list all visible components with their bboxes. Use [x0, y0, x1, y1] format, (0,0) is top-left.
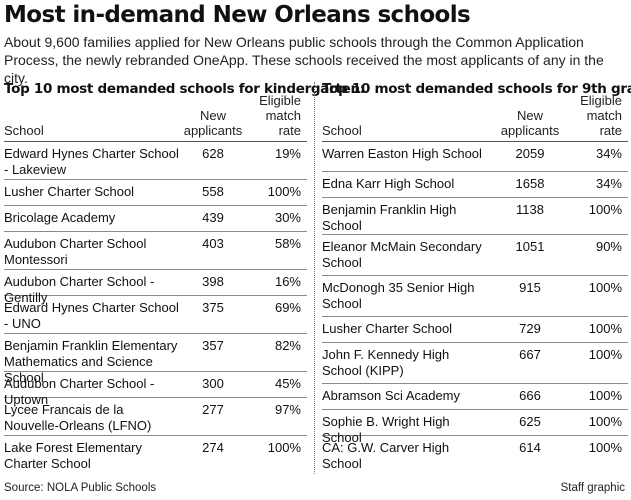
match-rate: 100% [588, 388, 622, 403]
match-rate: 16% [274, 274, 301, 289]
match-rate: 100% [588, 414, 622, 429]
column-school: School [322, 123, 362, 138]
school-name: Eleanor McMain Secondary School [322, 239, 482, 270]
table-row: CA: G.W. Carver High School 614 100% [322, 436, 628, 471]
applicant-count: 625 [519, 414, 541, 429]
table-row: Audubon Charter School - Gentilly 398 16% [4, 270, 307, 305]
school-name: Benjamin Franklin Elementary Mathematics… [4, 338, 178, 385]
table-row: Edward Hynes Charter School - UNO 375 69% [4, 296, 307, 334]
school-name: Abramson Sci Academy [322, 388, 461, 403]
match-rate: 19% [274, 146, 301, 161]
school-name: Sophie B. Wright High School [322, 414, 450, 445]
match-rate: 30% [274, 210, 301, 225]
school-name: Edna Karr High School [322, 176, 455, 191]
match-rate: 34% [595, 176, 622, 191]
credit-note: Staff graphic [560, 482, 625, 494]
column-applicants: New applicants [183, 108, 243, 138]
ninth-grade-panel: Top 10 most demanded schools for 9th gra… [322, 80, 631, 471]
table-row: Eleanor McMain Secondary School 1051 90% [322, 235, 628, 276]
school-name: Warren Easton High School [322, 146, 482, 161]
table-row: Abramson Sci Academy 666 100% [322, 384, 628, 410]
table-row: Audubon Charter School Montessori 403 58% [4, 232, 307, 270]
school-name: Audubon Charter School - Uptown [4, 376, 155, 407]
table-row: Edna Karr High School 1658 34% [322, 172, 628, 198]
applicant-count: 403 [202, 236, 224, 251]
column-match-rate: Eligible match rate [259, 93, 301, 138]
table-row: John F. Kennedy High School (KIPP) 667 100… [322, 343, 628, 384]
applicant-count: 667 [519, 347, 541, 362]
applicant-count: 398 [202, 274, 224, 289]
column-divider [314, 82, 315, 474]
match-rate: 82% [274, 338, 301, 353]
kindergarten-heading: Top 10 most demanded schools for kinderg… [4, 81, 365, 97]
ninth-grade-heading: Top 10 most demanded schools for 9th gra… [322, 81, 631, 97]
column-match-rate: Eligible match rate [580, 93, 622, 138]
table-row: McDonogh 35 Senior High School 915 100% [322, 276, 628, 317]
table-row: Edward Hynes Charter School - Lakeview 62… [4, 142, 307, 180]
applicant-count: 1138 [516, 202, 544, 217]
applicant-count: 915 [519, 280, 541, 295]
match-rate: 45% [274, 376, 301, 391]
applicant-count: 614 [519, 440, 541, 455]
match-rate: 100% [588, 321, 622, 336]
applicant-count: 277 [202, 402, 224, 417]
applicant-count: 729 [519, 321, 541, 336]
match-rate: 100% [588, 347, 622, 362]
table-row: Warren Easton High School 2059 34% [322, 142, 628, 172]
school-name: Benjamin Franklin High School [322, 202, 457, 233]
table-row: Audubon Charter School - Uptown 300 45% [4, 372, 307, 407]
match-rate: 58% [274, 236, 301, 251]
school-name: Bricolage Academy [4, 210, 116, 225]
school-name: Lusher Charter School [322, 321, 453, 336]
match-rate: 69% [274, 300, 301, 315]
school-name: Edward Hynes Charter School - Lakeview [4, 146, 179, 177]
match-rate: 90% [595, 239, 622, 254]
column-school: School [4, 123, 44, 138]
applicant-count: 439 [202, 210, 224, 225]
kindergarten-column-header: School New applicants Eligible match rat… [4, 93, 307, 142]
table-row: Sophie B. Wright High School 625 100% [322, 410, 628, 445]
applicant-count: 357 [202, 338, 224, 353]
match-rate: 100% [588, 202, 622, 217]
applicant-count: 274 [202, 440, 224, 455]
table-row: Benjamin Franklin High School 1138 100% [322, 198, 628, 235]
applicant-count: 2059 [515, 146, 545, 161]
kindergarten-panel: Top 10 most demanded schools for kinderg… [4, 80, 365, 474]
column-applicants: New applicants [500, 108, 560, 138]
school-name: CA: G.W. Carver High School [322, 440, 450, 471]
applicant-count: 375 [202, 300, 224, 315]
kindergarten-table-body: Edward Hynes Charter School - Lakeview 62… [4, 142, 307, 474]
ninth-grade-column-header: School New applicants Eligible match rat… [322, 93, 628, 142]
applicant-count: 1051 [515, 239, 545, 254]
intro-text: About 9,600 families applied for New Orl… [4, 34, 604, 86]
match-rate: 100% [588, 280, 622, 295]
source-note: Source: NOLA Public Schools [4, 482, 157, 494]
match-rate: 100% [267, 184, 301, 199]
school-name: Lake Forest Elementary Charter School [4, 440, 143, 471]
page-title: Most in-demand New Orleans schools [4, 2, 471, 28]
match-rate: 100% [267, 440, 301, 455]
school-name: Edward Hynes Charter School - UNO [4, 300, 179, 331]
table-row: Benjamin Franklin Elementary Mathematics… [4, 334, 307, 385]
school-name: McDonogh 35 Senior High School [322, 280, 475, 311]
school-name: Lycee Francais de la Nouvelle-Orleans (L… [4, 402, 152, 433]
ninth-grade-table-body: Warren Easton High School 2059 34% Edna Kar… [322, 142, 628, 471]
school-name: Lusher Charter School [4, 184, 135, 199]
match-rate: 97% [274, 402, 301, 417]
match-rate: 100% [588, 440, 622, 455]
match-rate: 34% [595, 146, 622, 161]
applicant-count: 666 [519, 388, 541, 403]
table-row: Bricolage Academy 439 30% [4, 206, 307, 232]
school-name: John F. Kennedy High School (KIPP) [322, 347, 450, 378]
applicant-count: 300 [202, 376, 224, 391]
school-name: Audubon Charter School Montessori [4, 236, 147, 267]
applicant-count: 628 [202, 146, 224, 161]
table-row: Lake Forest Elementary Charter School 274… [4, 436, 307, 474]
table-row: Lycee Francais de la Nouvelle-Orleans (L… [4, 398, 307, 436]
table-row: Lusher Charter School 558 100% [4, 180, 307, 206]
table-row: Lusher Charter School 729 100% [322, 317, 628, 343]
applicant-count: 1658 [515, 176, 545, 191]
school-name: Audubon Charter School - Gentilly [4, 274, 155, 305]
applicant-count: 558 [202, 184, 224, 199]
